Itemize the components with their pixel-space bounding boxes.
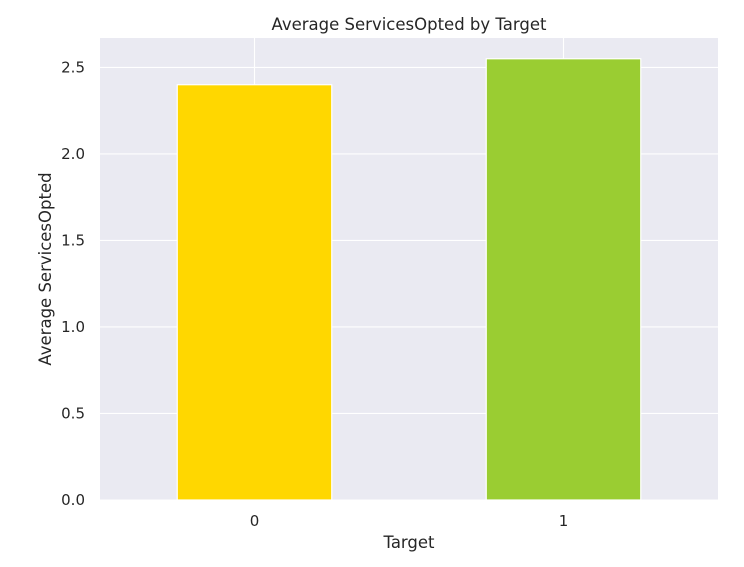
- bar-1: [485, 58, 642, 501]
- bars: [176, 58, 642, 501]
- chart-title: Average ServicesOpted by Target: [272, 15, 547, 34]
- x-tick-label: 0: [250, 512, 260, 530]
- y-axis-label: Average ServicesOpted: [36, 172, 55, 365]
- bar-0: [176, 84, 333, 501]
- x-axis-label: Target: [382, 533, 435, 552]
- y-tick-label: 0.0: [61, 491, 85, 509]
- y-tick-label: 1.0: [61, 318, 85, 336]
- y-axis-ticks: 0.0 0.5 1.0 1.5 2.0 2.5: [61, 58, 85, 509]
- x-tick-label: 1: [559, 512, 569, 530]
- y-tick-label: 1.5: [61, 231, 85, 249]
- y-tick-label: 2.5: [61, 58, 85, 76]
- y-tick-label: 2.0: [61, 145, 85, 163]
- y-tick-label: 0.5: [61, 404, 85, 422]
